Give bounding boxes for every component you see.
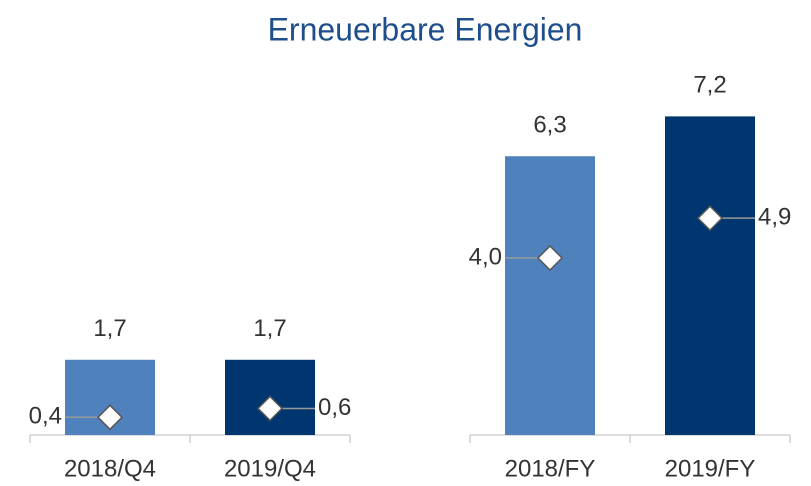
marker-value-label: 4,0 (469, 243, 502, 270)
bar-value-label: 1,7 (93, 315, 126, 342)
marker-value-label: 0,6 (318, 394, 351, 421)
x-tick-label: 2019/Q4 (224, 455, 316, 482)
bar-value-label: 1,7 (253, 315, 286, 342)
bar-value-label: 7,2 (693, 72, 726, 99)
x-tick-label: 2018/Q4 (64, 455, 156, 482)
x-tick-label: 2019/FY (665, 455, 756, 482)
marker-diamond (256, 395, 284, 422)
bar (505, 156, 595, 435)
marker-value-label: 4,9 (758, 204, 791, 231)
marker-value-label: 0,4 (29, 403, 62, 430)
bar (665, 116, 755, 436)
marker-diamond (696, 205, 724, 232)
marker-diamond (96, 404, 124, 431)
bar-value-label: 6,3 (533, 112, 566, 139)
marker-diamond (536, 244, 564, 272)
chart-title: Erneuerbare Energien (268, 11, 583, 47)
x-tick-label: 2018/FY (505, 455, 596, 482)
